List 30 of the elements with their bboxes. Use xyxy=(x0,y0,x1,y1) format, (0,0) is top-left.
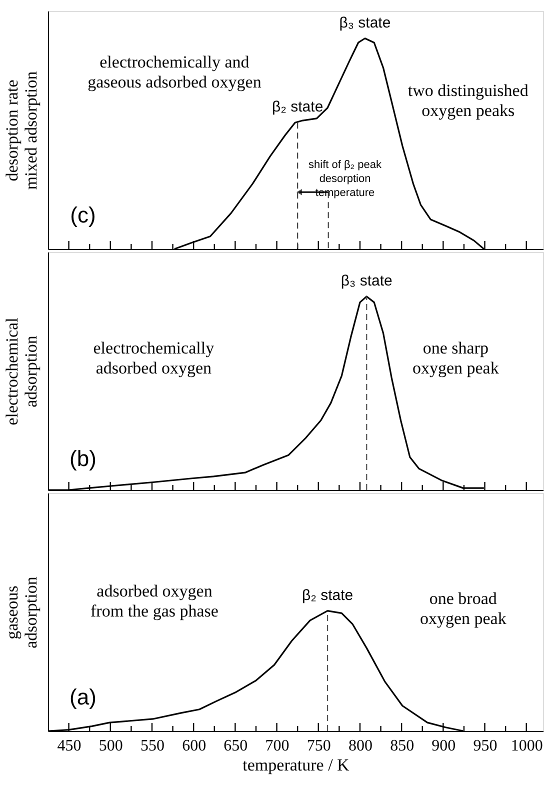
x-tick-label: 550 xyxy=(140,738,164,754)
annotation: β₃ state xyxy=(340,272,392,290)
annotation: one broad oxygen peak xyxy=(420,588,507,628)
y-axis-title: desorption rate mixed adsorption xyxy=(2,70,40,190)
annotation: one sharp oxygen peak xyxy=(412,338,500,378)
x-tick-label: 850 xyxy=(390,738,414,754)
x-tick-label: 650 xyxy=(224,738,248,754)
annotation: shift of β₂ peak desorption temperature xyxy=(308,158,382,199)
annotation: β₂ state xyxy=(302,586,354,604)
annotation: two distinguished oxygen peaks xyxy=(408,81,529,120)
annotation: (b) xyxy=(69,446,96,472)
x-tick-label: 600 xyxy=(182,738,206,754)
annotation: electrochemically adsorbed oxygen xyxy=(93,338,215,378)
x-tick-label: 900 xyxy=(432,738,456,754)
annotation: (c) xyxy=(70,202,96,228)
y-axis-title: gaseous adsorption xyxy=(2,576,40,648)
x-tick-label: 950 xyxy=(473,738,498,754)
annotation: adsorbed oxygen from the gas phase xyxy=(90,582,218,621)
x-tick-label: 800 xyxy=(348,738,372,754)
x-tick-label: 450 xyxy=(57,738,82,754)
x-tick-label: 500 xyxy=(98,738,123,754)
x-tick-label: 750 xyxy=(306,738,331,754)
y-axis-title: electrochemical adsorption xyxy=(2,317,40,426)
annotation: β₂ state xyxy=(272,98,324,116)
x-tick-label: 700 xyxy=(265,738,290,754)
annotation: β₃ state xyxy=(339,14,391,32)
x-axis-title: temperature / K xyxy=(242,756,350,774)
annotation: electrochemically and gaseous adsorbed oxygen xyxy=(88,52,262,92)
annotation: (a) xyxy=(69,684,96,710)
x-tick-label: 1000 xyxy=(510,738,543,754)
